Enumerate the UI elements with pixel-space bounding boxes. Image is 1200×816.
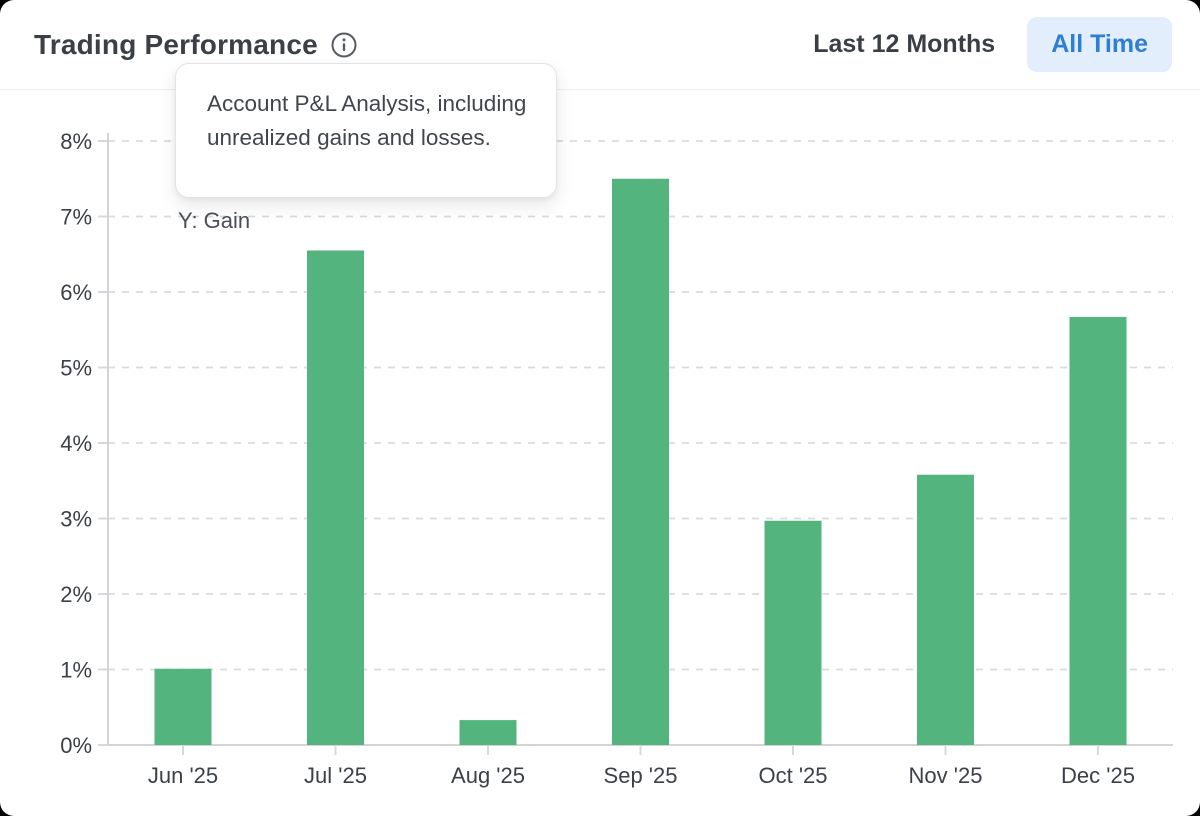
svg-text:2%: 2%	[60, 582, 92, 607]
svg-text:3%: 3%	[60, 507, 92, 532]
header-right: Last 12 Months All Time	[813, 17, 1172, 72]
svg-text:8%: 8%	[60, 129, 92, 154]
card-header: Trading Performance Last 12 Months All T…	[0, 0, 1200, 90]
y-axis-title: Y: Gain	[178, 208, 251, 233]
info-icon[interactable]	[330, 31, 358, 59]
page-title: Trading Performance	[34, 28, 318, 60]
all-time-button[interactable]: All Time	[1027, 17, 1172, 72]
x-axis-label: Dec '25	[1061, 763, 1135, 788]
bar-aug-25[interactable]	[459, 720, 517, 745]
bar-jul-25[interactable]	[307, 250, 364, 745]
svg-text:7%: 7%	[60, 205, 92, 230]
bar-dec-25[interactable]	[1069, 316, 1127, 745]
x-axis-label: Jul '25	[304, 763, 367, 788]
x-axis-label: Sep '25	[604, 763, 678, 788]
title-wrap: Trading Performance	[34, 29, 358, 61]
svg-text:6%: 6%	[60, 280, 92, 305]
x-axis-label: Oct '25	[758, 763, 827, 788]
x-axis-label: Jun '25	[148, 763, 218, 788]
svg-text:4%: 4%	[60, 431, 92, 456]
bar-sep-25[interactable]	[612, 178, 669, 745]
bar-oct-25[interactable]	[764, 520, 822, 745]
x-axis-label: Aug '25	[451, 763, 525, 788]
tooltip-text: Account P&L Analysis, including unrealiz…	[207, 91, 527, 150]
info-tooltip: Account P&L Analysis, including unrealiz…	[175, 63, 557, 198]
bar-jun-25[interactable]	[154, 668, 212, 745]
x-axis-label: Nov '25	[909, 763, 983, 788]
svg-text:5%: 5%	[60, 356, 92, 381]
svg-text:1%: 1%	[60, 658, 92, 683]
last-12-months-toggle[interactable]: Last 12 Months	[813, 30, 996, 58]
svg-text:0%: 0%	[60, 733, 92, 758]
bar-nov-25[interactable]	[917, 474, 974, 745]
